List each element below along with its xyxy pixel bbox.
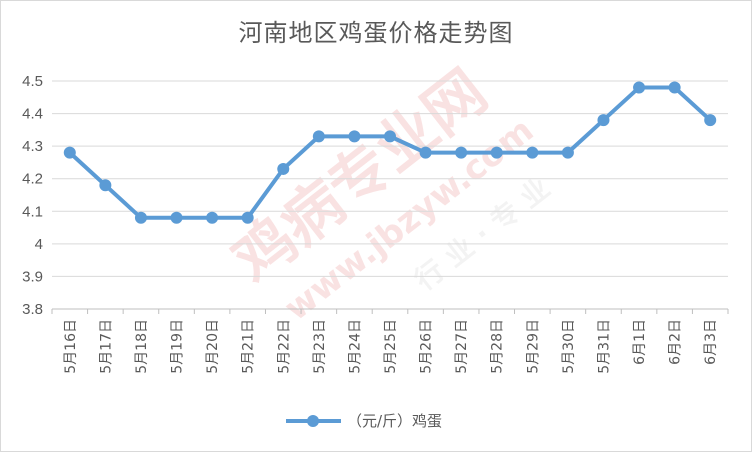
data-point <box>312 130 325 143</box>
legend-marker <box>307 415 319 427</box>
data-point <box>633 81 646 94</box>
data-point <box>241 211 254 224</box>
y-tick-label: 4.4 <box>22 106 43 123</box>
data-point <box>99 179 112 192</box>
legend-label: （元/斤）鸡蛋 <box>347 412 442 430</box>
x-tick-label: 6月3日 <box>703 319 719 365</box>
x-tick-label: 5月25日 <box>383 319 399 374</box>
y-tick-label: 4 <box>35 236 43 253</box>
y-tick-label: 4.2 <box>22 171 43 188</box>
x-tick-label: 5月28日 <box>490 319 506 374</box>
data-point <box>668 81 681 94</box>
y-tick-label: 3.9 <box>22 268 43 285</box>
x-tick-label: 5月26日 <box>419 319 435 374</box>
gridlines <box>52 80 728 310</box>
data-point <box>419 146 432 159</box>
data-point <box>277 162 290 175</box>
data-point <box>348 130 361 143</box>
data-point <box>170 211 183 224</box>
y-tick-label: 3.8 <box>22 301 43 318</box>
y-tick-label: 4.1 <box>22 203 43 220</box>
x-tick-label: 5月31日 <box>596 319 612 374</box>
data-point <box>597 114 610 127</box>
x-axis: 5月16日 5月17日 5月18日 5月19日 5月20日 5月21日 5月22日 5月23日… <box>51 308 729 374</box>
data-point <box>704 114 717 127</box>
y-tick-label: 4.3 <box>22 138 43 155</box>
data-point <box>490 146 503 159</box>
x-tick-label: 5月20日 <box>205 319 221 374</box>
chart-title: 河南地区鸡蛋价格走势图 <box>238 19 514 47</box>
x-tick-label: 5月16日 <box>63 319 79 374</box>
y-axis: 4.5 4.4 4.3 4.2 4.1 4 3.9 3.8 <box>22 73 43 318</box>
x-tick-label: 5月19日 <box>170 319 186 374</box>
data-point <box>134 211 147 224</box>
x-tick-label: 5月29日 <box>525 319 541 374</box>
data-point <box>455 146 468 159</box>
x-tick-label: 6月2日 <box>668 319 684 365</box>
legend: （元/斤）鸡蛋 <box>286 412 442 430</box>
data-point <box>561 146 574 159</box>
x-tick-label: 5月27日 <box>454 319 470 374</box>
x-tick-label: 6月1日 <box>632 319 648 365</box>
x-tick-label: 5月22日 <box>276 319 292 374</box>
y-tick-label: 4.5 <box>22 73 43 90</box>
data-point <box>63 146 76 159</box>
x-tick-label: 5月30日 <box>561 319 577 374</box>
x-tick-label: 5月23日 <box>312 319 328 374</box>
series-eggs <box>63 81 717 224</box>
x-tick-label: 5月24日 <box>347 319 363 374</box>
x-tick-label: 5月21日 <box>241 319 257 374</box>
data-point <box>206 211 219 224</box>
x-tick-label: 5月17日 <box>98 319 114 374</box>
data-point <box>526 146 539 159</box>
data-point <box>384 130 396 143</box>
x-tick-label: 5月18日 <box>134 319 150 374</box>
